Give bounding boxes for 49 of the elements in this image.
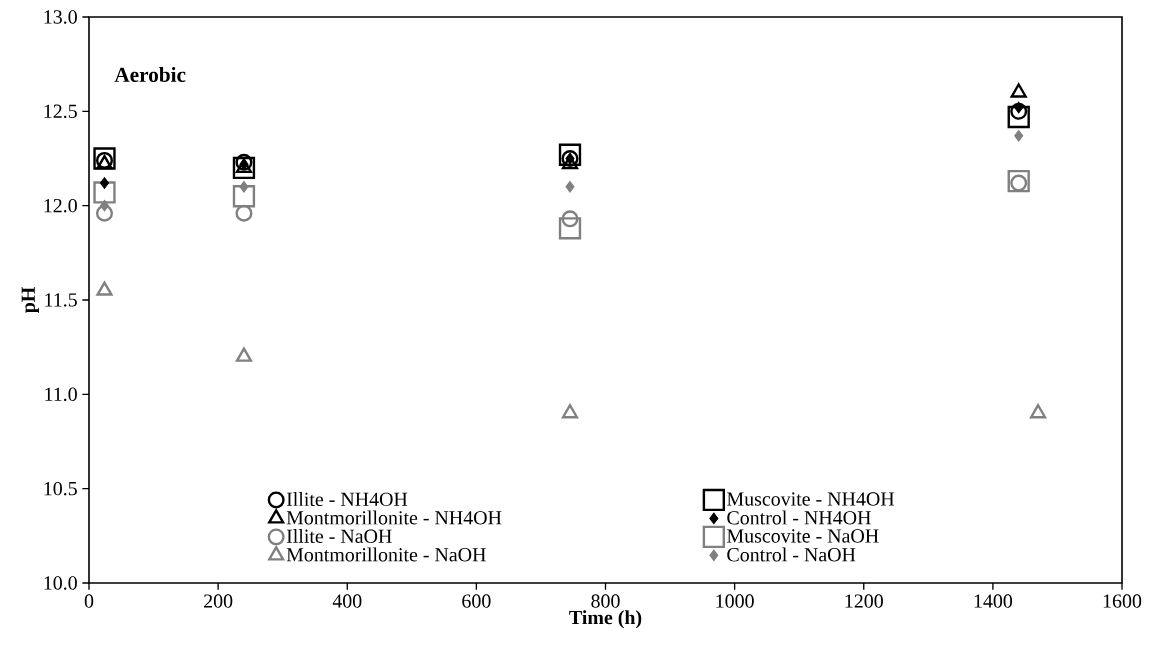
y-tick-label: 11.0 (45, 387, 77, 402)
point (561, 404, 579, 419)
y-tick-label: 12.5 (44, 104, 77, 119)
point (1007, 105, 1030, 129)
point (239, 180, 249, 193)
legend-label: Control - NaOH (727, 547, 856, 562)
point (558, 217, 582, 240)
y-tick-label: 12.0 (44, 198, 77, 213)
x-tick-label: 1000 (716, 594, 754, 608)
legend-label: Muscovite - NH4OH (727, 492, 895, 506)
point (558, 143, 582, 166)
x-tick-label: 1400 (974, 594, 1013, 608)
annotation: Aerobic (114, 66, 186, 82)
point (1010, 102, 1028, 120)
x-tick-label: 1200 (845, 594, 883, 608)
point (232, 185, 256, 208)
point (93, 181, 116, 204)
x-tick-label: 600 (462, 594, 491, 608)
x-tick-label: 1600 (1103, 594, 1142, 608)
legend-label: Illite - NaOH (286, 528, 392, 543)
x-axis-title: Time (h) (569, 610, 642, 629)
point (235, 204, 253, 222)
point (235, 347, 253, 362)
point (1010, 174, 1028, 192)
x-tick-label: 200 (204, 594, 233, 608)
point (96, 281, 113, 296)
legend-label: Illite - NH4OH (286, 492, 408, 507)
legend-label: Montmorillonite - NaOH (286, 547, 486, 562)
y-tick-label: 11.5 (45, 293, 77, 307)
x-tick-label: 400 (332, 594, 362, 608)
legend-label: Muscovite - NaOH (727, 529, 879, 543)
legend-label: Montmorillonite - NH4OH (286, 510, 502, 525)
point (561, 210, 579, 228)
y-tick-label: 10.5 (44, 481, 77, 496)
y-tick-label: 13.0 (44, 10, 77, 24)
legend-label: Control - NH4OH (727, 510, 871, 525)
point (565, 180, 575, 193)
point (235, 153, 253, 171)
x-tick-label: 0 (84, 594, 94, 608)
point (232, 156, 256, 180)
point (99, 199, 110, 212)
y-axis-title: pH (21, 287, 39, 314)
point (1029, 404, 1047, 419)
point (95, 204, 113, 222)
point (1014, 130, 1024, 142)
x-tick-label: 800 (591, 594, 620, 608)
point (99, 177, 110, 189)
point (1007, 169, 1030, 193)
y-tick-label: 10.0 (44, 576, 77, 590)
